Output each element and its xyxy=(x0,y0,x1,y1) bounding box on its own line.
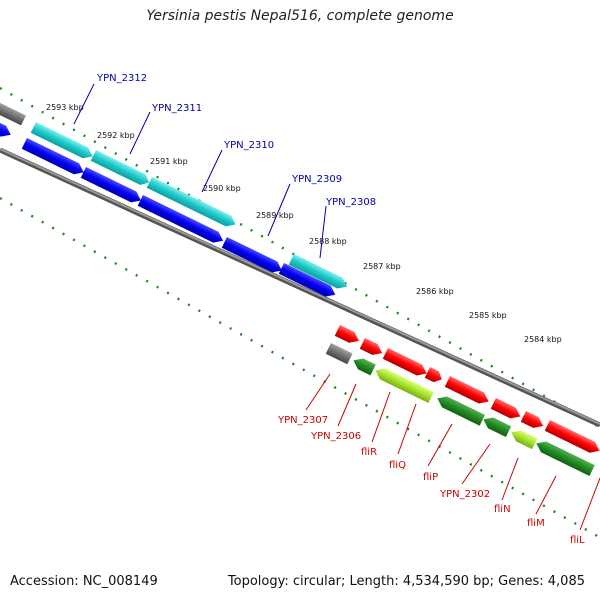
gene-label[interactable]: YPN_2310 xyxy=(223,140,274,151)
gene-arrow-red[interactable] xyxy=(424,367,445,385)
lower-gene-label-texts: YPN_2307 YPN_2306 fliR fliQ fliP YPN_230… xyxy=(277,415,585,546)
gene-label[interactable]: YPN_2311 xyxy=(151,103,202,114)
gene-label[interactable]: fliQ xyxy=(389,460,406,471)
scale-label: 2592 kbp xyxy=(97,131,135,140)
gene-arrow-blue[interactable] xyxy=(221,237,285,276)
reverse-strand-genes xyxy=(0,98,350,300)
gene-arrow-cyan[interactable] xyxy=(288,254,350,292)
gene-arrow-cyan[interactable] xyxy=(146,177,239,230)
gene-arrow-gray[interactable] xyxy=(0,98,26,126)
forward-strand-genes xyxy=(325,325,600,476)
gene-arrow-red[interactable] xyxy=(382,348,430,379)
gene-arrow-red[interactable] xyxy=(334,325,362,346)
scale-label: 2585 kbp xyxy=(469,311,507,320)
upper-gene-label-texts: YPN_2312 YPN_2311 YPN_2310 YPN_2309 YPN_… xyxy=(96,73,376,208)
gene-arrow-green[interactable] xyxy=(351,355,376,376)
scale-label: 2586 kbp xyxy=(416,287,454,296)
gene-arrow-green[interactable] xyxy=(534,438,595,476)
scale-label: 2593 kbp xyxy=(46,103,84,112)
gene-arrow-red[interactable] xyxy=(359,338,385,358)
gene-arrow-green[interactable] xyxy=(435,393,485,426)
upper-gene-labels xyxy=(73,83,327,259)
gene-arrow-blue[interactable] xyxy=(21,138,87,178)
gene-label[interactable]: YPN_2307 xyxy=(277,415,328,426)
gene-arrow-blue[interactable] xyxy=(80,167,144,206)
scale-label: 2584 kbp xyxy=(524,335,562,344)
gene-arrow-red[interactable] xyxy=(444,376,492,407)
gene-label[interactable]: fliR xyxy=(361,447,377,458)
scale-label: 2591 kbp xyxy=(150,157,188,166)
gene-label[interactable]: fliL xyxy=(570,535,585,546)
gene-arrow-lime[interactable] xyxy=(373,365,434,403)
accession-text: Accession: NC_008149 xyxy=(10,574,158,589)
scale-label: 2588 kbp xyxy=(309,237,347,246)
gene-arrow-cyan[interactable] xyxy=(90,150,152,188)
gene-arrow-gray[interactable] xyxy=(325,343,353,365)
gene-arrow-blue[interactable] xyxy=(278,263,338,300)
scale-label: 2589 kbp xyxy=(256,211,294,220)
map-title: Yersinia pestis Nepal516, complete genom… xyxy=(146,8,454,24)
scale-label: 2590 kbp xyxy=(203,184,241,193)
gene-label[interactable]: YPN_2302 xyxy=(439,489,490,500)
gene-arrow-red[interactable] xyxy=(490,398,523,422)
lower-gene-leaders xyxy=(305,373,600,531)
scale-label: 2587 kbp xyxy=(363,262,401,271)
gene-arrow-green[interactable] xyxy=(481,414,512,438)
gene-arrow-blue[interactable] xyxy=(137,195,226,246)
gene-label[interactable]: YPN_2309 xyxy=(291,174,342,185)
gene-arrow-red[interactable] xyxy=(544,420,600,456)
genome-backbone xyxy=(0,147,600,428)
gene-label[interactable]: fliM xyxy=(527,518,545,529)
gene-label[interactable]: YPN_2312 xyxy=(96,73,147,84)
gene-label[interactable]: fliP xyxy=(423,472,438,483)
gene-arrow-blue[interactable] xyxy=(0,118,13,140)
scale-labels: 2593 kbp 2592 kbp 2591 kbp 2590 kbp 2589… xyxy=(46,103,562,344)
gene-label[interactable]: fliN xyxy=(494,504,511,515)
inner-tick-ring xyxy=(0,196,600,554)
gene-arrow-red[interactable] xyxy=(520,411,546,431)
genome-summary-text: Topology: circular; Length: 4,534,590 bp… xyxy=(227,574,585,589)
gene-label[interactable]: YPN_2306 xyxy=(310,431,361,442)
gene-label[interactable]: YPN_2308 xyxy=(325,197,376,208)
gene-arrow-cyan[interactable] xyxy=(30,122,96,162)
gene-arrow-lime[interactable] xyxy=(509,427,538,450)
